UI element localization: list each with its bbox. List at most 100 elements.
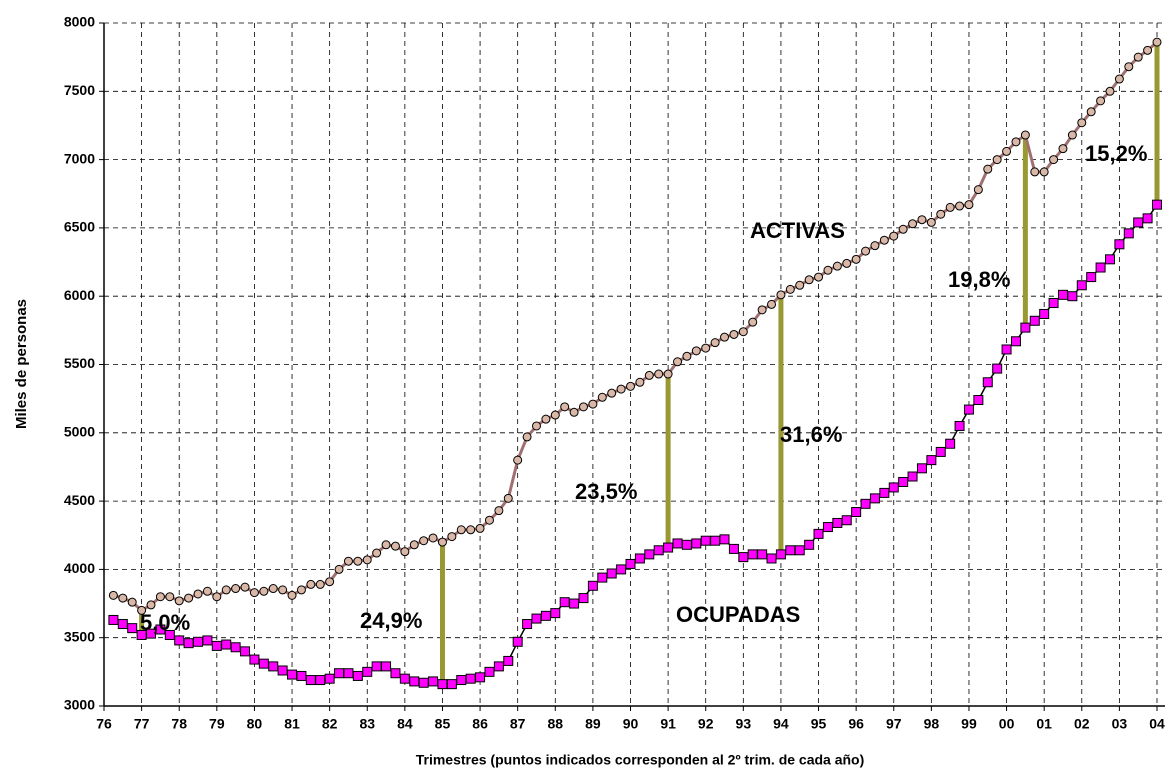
marker [1020, 322, 1031, 333]
x-tick-label: 86 [472, 716, 488, 732]
marker [174, 596, 184, 606]
x-tick-label: 78 [171, 716, 187, 732]
marker [945, 438, 956, 449]
marker [456, 525, 466, 535]
marker [1077, 118, 1087, 128]
marker [325, 577, 335, 587]
marker [419, 536, 429, 546]
x-tick-label: 95 [811, 716, 827, 732]
marker [1086, 107, 1096, 117]
marker [691, 538, 702, 549]
marker [644, 370, 654, 380]
marker [955, 201, 965, 211]
marker [1029, 315, 1040, 326]
marker [851, 507, 862, 518]
marker [861, 246, 871, 256]
x-tick-label: 00 [999, 716, 1015, 732]
marker [231, 584, 241, 594]
y-tick-label: 5000 [64, 424, 95, 440]
marker [823, 265, 833, 275]
marker [569, 407, 579, 417]
marker [1076, 280, 1087, 291]
marker [822, 522, 833, 533]
annotation: 23,5% [575, 479, 637, 504]
marker [898, 224, 908, 234]
marker [513, 455, 523, 465]
marker [1001, 344, 1012, 355]
y-tick-label: 4000 [64, 560, 95, 576]
marker [775, 549, 786, 560]
marker [1152, 199, 1162, 210]
marker [1105, 86, 1115, 96]
marker [381, 540, 391, 550]
y-tick-label: 5500 [64, 355, 95, 371]
marker [757, 549, 768, 560]
marker [832, 517, 843, 528]
marker [512, 636, 523, 647]
marker [908, 219, 918, 229]
marker [719, 534, 730, 545]
x-tick-label: 01 [1036, 716, 1052, 732]
marker [748, 317, 758, 327]
marker [814, 272, 824, 282]
marker [738, 552, 749, 563]
marker [268, 584, 278, 594]
marker [945, 202, 955, 212]
marker [390, 541, 400, 551]
marker [1142, 213, 1153, 224]
marker [268, 661, 279, 672]
marker [165, 592, 175, 602]
x-tick-label: 04 [1149, 716, 1165, 732]
marker [588, 399, 598, 409]
marker [860, 498, 871, 509]
x-tick-label: 87 [510, 716, 526, 732]
x-tick-label: 97 [886, 716, 902, 732]
marker [278, 585, 288, 595]
marker [381, 661, 392, 672]
x-tick-label: 80 [247, 716, 263, 732]
marker [315, 579, 325, 589]
marker [343, 556, 353, 566]
marker [183, 638, 194, 649]
marker [193, 589, 203, 599]
x-tick-label: 99 [961, 716, 977, 732]
marker [898, 476, 909, 487]
marker [127, 623, 138, 634]
x-tick-label: 93 [736, 716, 752, 732]
marker [108, 614, 119, 625]
annotation: 19,8% [948, 267, 1010, 292]
marker [1057, 289, 1068, 300]
marker [832, 261, 842, 271]
marker [710, 535, 721, 546]
marker [362, 555, 372, 565]
marker [1067, 130, 1077, 140]
marker [437, 679, 448, 690]
marker [550, 608, 561, 619]
marker [475, 672, 486, 683]
marker [578, 593, 589, 604]
marker [418, 677, 429, 688]
marker [917, 215, 927, 225]
marker [587, 580, 598, 591]
marker [1020, 130, 1030, 140]
marker [597, 572, 608, 583]
marker [559, 597, 570, 608]
marker [362, 666, 373, 677]
marker [117, 619, 128, 630]
marker [240, 582, 250, 592]
annotation: 15,2% [1085, 141, 1147, 166]
marker [889, 231, 899, 241]
marker [767, 299, 777, 309]
marker [352, 670, 363, 681]
marker [296, 585, 306, 595]
x-tick-label: 03 [1112, 716, 1128, 732]
marker [682, 351, 692, 361]
marker [926, 217, 936, 227]
marker [146, 600, 156, 610]
marker [484, 666, 495, 677]
marker [973, 395, 984, 406]
marker [437, 537, 447, 547]
marker [635, 377, 645, 387]
marker [428, 676, 439, 687]
